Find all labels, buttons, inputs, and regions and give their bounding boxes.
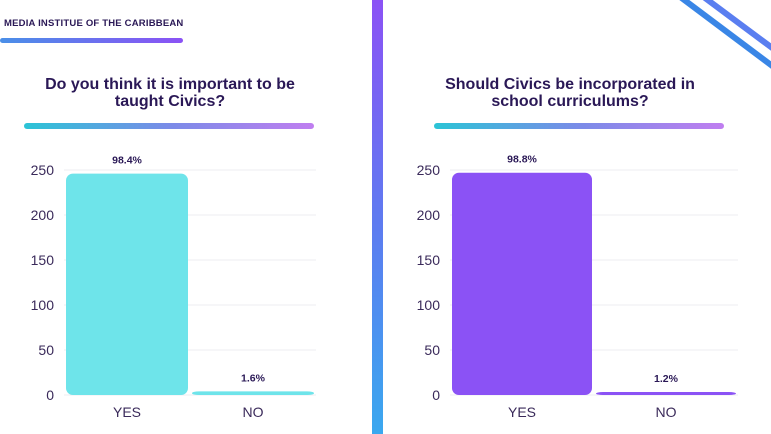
right-ytick-label-100: 100 — [417, 297, 441, 313]
right-chart-title: Should Civics be incorporated in school … — [445, 76, 695, 110]
right-ytick-label-150: 150 — [417, 252, 441, 268]
left-data-label-no: 1.6% — [241, 372, 266, 384]
left-bar-yes — [66, 173, 188, 395]
left-ytick-label-200: 200 — [31, 207, 55, 223]
right-ytick-label-0: 0 — [432, 387, 440, 403]
left-ytick-label-100: 100 — [31, 297, 55, 313]
corner-stripes-decoration — [679, 0, 771, 69]
right-bar-chart: 0 50 100 150 200 250 98.8% YES 1.2% NO — [417, 154, 738, 420]
brand-underline — [0, 38, 183, 43]
left-ytick-label-0: 0 — [46, 387, 54, 403]
left-bar-chart: 0 50 100 150 200 250 98.4% YES 1.6% NO — [31, 155, 316, 420]
right-data-label-no: 1.2% — [654, 373, 679, 385]
left-ytick-label-50: 50 — [38, 342, 54, 358]
right-category-label-yes: YES — [508, 404, 536, 420]
brand-name: MEDIA INSTITUE OF THE CARIBBEAN — [4, 18, 184, 29]
right-bar-no — [596, 392, 736, 395]
right-ytick-label-200: 200 — [417, 207, 441, 223]
right-title-underline — [434, 123, 724, 129]
left-bar-no — [192, 391, 314, 395]
left-ytick-label-150: 150 — [31, 252, 55, 268]
left-category-label-no: NO — [243, 404, 264, 420]
left-category-label-yes: YES — [113, 404, 141, 420]
center-divider — [372, 0, 383, 434]
left-title-underline — [24, 123, 314, 129]
right-data-label-yes: 98.8% — [507, 154, 537, 166]
left-ytick-label-250: 250 — [31, 162, 55, 178]
right-ytick-label-50: 50 — [424, 342, 440, 358]
left-data-label-yes: 98.4% — [112, 155, 142, 167]
right-ytick-label-250: 250 — [417, 162, 441, 178]
left-chart-title: Do you think it is important to be taugh… — [45, 76, 295, 110]
right-bar-yes — [452, 172, 592, 395]
right-category-label-no: NO — [656, 404, 677, 420]
